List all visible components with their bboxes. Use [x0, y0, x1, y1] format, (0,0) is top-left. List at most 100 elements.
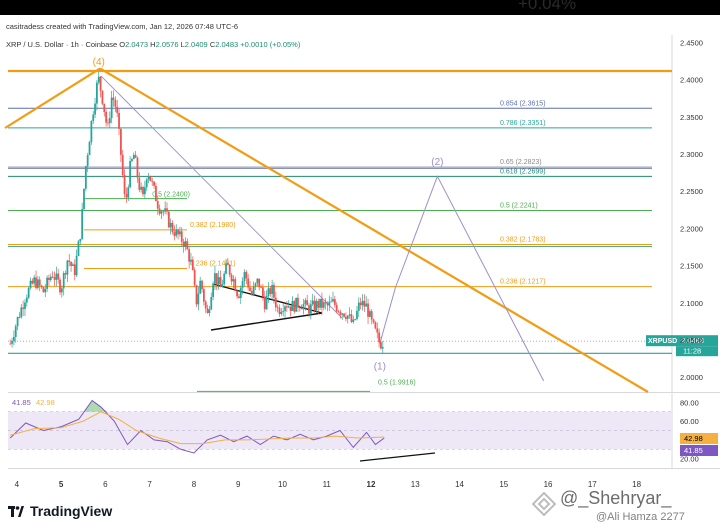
candle-body — [258, 278, 261, 288]
candle-body — [284, 306, 286, 312]
candle-body — [86, 155, 89, 167]
candle-body — [62, 273, 65, 289]
x-tick-label: 10 — [278, 480, 287, 489]
candle-body — [160, 211, 163, 214]
thin-diagonal — [100, 75, 343, 319]
candle-body — [262, 287, 264, 297]
candle-body — [114, 100, 117, 107]
tradingview-logo: TradingView — [8, 503, 112, 519]
x-tick-label: 5 — [59, 480, 64, 489]
candle-body — [250, 290, 253, 295]
fib-level-label: 0.786 (2.3351) — [500, 120, 546, 127]
candle-body — [153, 181, 155, 186]
symbol-legend: XRP / U.S. Dollar · 1h · Coinbase O2.047… — [6, 40, 300, 49]
candle-body — [212, 283, 215, 297]
candle-body — [151, 181, 154, 182]
x-tick-label: 9 — [236, 480, 241, 489]
candle-body — [59, 279, 61, 293]
rsi-divergence-line — [359, 452, 436, 462]
rsi-line — [9, 399, 385, 454]
candle-body — [269, 288, 272, 294]
ohlc-high-label: H — [150, 40, 156, 49]
candle-body — [274, 297, 277, 308]
candle-body — [238, 296, 240, 299]
y-tick-label: 2.3500 — [680, 113, 703, 122]
candle-body — [101, 90, 104, 104]
candle-body — [297, 297, 299, 308]
rsi-value-label: 41.85 — [12, 398, 31, 407]
candle-body — [75, 255, 78, 276]
candle-body — [24, 302, 26, 309]
candle-body — [267, 288, 270, 296]
candle-body — [232, 279, 235, 282]
x-tick-label: 12 — [367, 480, 376, 489]
candle-body — [313, 300, 316, 311]
candle-body — [108, 118, 111, 124]
candle-body — [127, 187, 130, 198]
rsi-tag-bg — [680, 445, 718, 456]
candle-body — [60, 288, 63, 293]
rsi-ma-tag-text: 42.98 — [684, 434, 703, 443]
candle-body — [328, 301, 331, 306]
candle-body — [44, 288, 47, 293]
candle-body — [265, 295, 268, 310]
candle-body — [164, 208, 167, 212]
candle-body — [107, 122, 109, 124]
candle-body — [33, 277, 36, 284]
last-price-symbol-label: XRPUSD — [648, 338, 677, 345]
candle-body — [99, 76, 102, 91]
y-tick-label: 2.2500 — [680, 187, 703, 196]
candle-body — [309, 304, 312, 314]
y-tick-label: 2.0500 — [680, 336, 703, 345]
candle-body — [197, 293, 200, 305]
candle-body — [155, 185, 157, 202]
candle-body — [221, 284, 224, 287]
candle-body — [20, 307, 23, 318]
rsi-ma-label: 42.98 — [36, 398, 55, 407]
candle-body — [147, 175, 150, 180]
candle-body — [96, 82, 98, 104]
candle-body — [210, 296, 213, 310]
x-tick-label: 17 — [588, 480, 597, 489]
ohlc-close: 2.0483 — [215, 40, 239, 49]
wave-label: (1) — [374, 362, 386, 373]
x-tick-label: 8 — [192, 480, 197, 489]
candle-body — [204, 301, 207, 309]
candle-body — [298, 307, 301, 309]
x-tick-label: 6 — [103, 480, 108, 489]
candle-body — [123, 174, 126, 195]
candle-body — [319, 298, 321, 308]
candle-body — [256, 278, 259, 284]
candle-body — [57, 273, 60, 280]
y-tick-label: 2.2000 — [680, 224, 703, 233]
rsi-ma-tag-bg — [680, 433, 718, 444]
candle-body — [302, 304, 305, 310]
candle-body — [239, 287, 242, 299]
candle-body — [308, 305, 310, 314]
candle-body — [143, 187, 146, 195]
candle-body — [145, 179, 148, 188]
rising-trendline — [4, 67, 101, 129]
candle-body — [191, 259, 194, 270]
candle-body — [173, 232, 176, 236]
candle-body — [193, 269, 196, 286]
candle-body — [249, 287, 251, 291]
projection-path — [379, 175, 545, 382]
candle-body — [83, 188, 85, 210]
wave-label: (4) — [93, 57, 105, 68]
fib-level-label: 0.854 (2.3615) — [500, 100, 546, 107]
x-tick-label: 13 — [411, 480, 420, 489]
candle-body — [341, 313, 344, 315]
watermark-logo-icon — [532, 492, 556, 516]
candle-body — [53, 277, 56, 280]
candle-body — [121, 154, 124, 175]
candle-body — [367, 303, 369, 317]
candle-body — [132, 154, 135, 160]
candle-body — [171, 222, 174, 233]
candle-body — [271, 284, 274, 294]
candle-body — [273, 284, 275, 298]
candle-body — [149, 175, 152, 182]
x-tick-label: 15 — [499, 480, 508, 489]
